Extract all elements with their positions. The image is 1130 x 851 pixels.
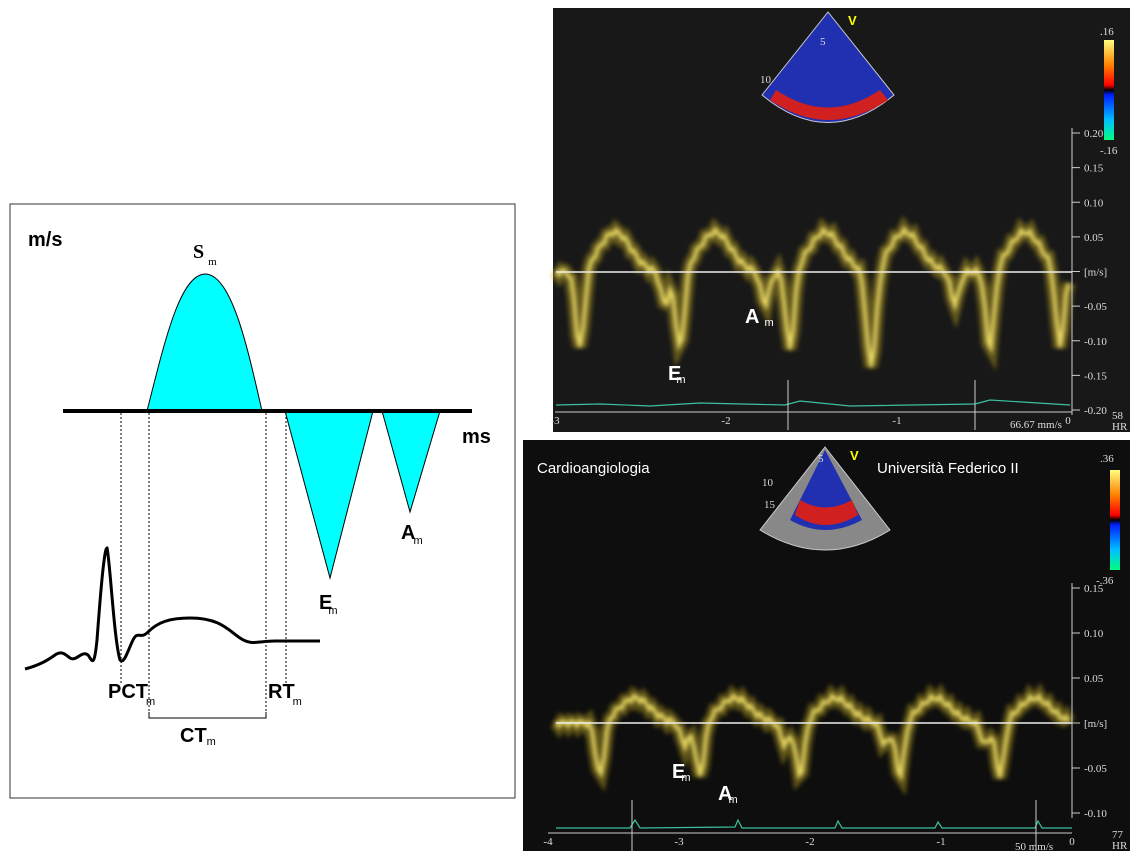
x-tick-label: -4: [543, 836, 553, 848]
sector-label: V: [848, 13, 857, 28]
depth-label: 10: [760, 74, 772, 86]
y-tick-label: 0.10: [1084, 628, 1104, 640]
pct-label: PCTm: [108, 681, 155, 708]
axis: 0.20 0.15 0.10 0.05 [m/s] -0.05 -0.10 -0.15 -0.2…: [550, 128, 1107, 427]
y-tick-label: -0.15: [1084, 370, 1107, 382]
depth-label: 5: [818, 453, 824, 465]
y-tick-label: -0.05: [1084, 763, 1107, 775]
sweep-speed: 50 mm/s: [1015, 841, 1053, 851]
y-unit: m/s: [28, 229, 62, 251]
x-tick-label: 0: [1065, 415, 1071, 427]
x-tick-label: -3: [674, 836, 684, 848]
scale-max: .16: [1100, 26, 1114, 38]
color-flow: [770, 90, 888, 120]
caption-left: Cardioangiologia: [537, 460, 650, 477]
axis: 0.15 0.10 0.05 [m/s] -0.05 -0.10 -4 -3 -2 -1 0: [543, 583, 1107, 848]
e-label: Em: [668, 363, 686, 386]
y-tick-label: 0.10: [1084, 197, 1104, 209]
ecg-trace: [555, 399, 1071, 407]
hr-label: HR: [1112, 840, 1128, 851]
color-bar: [1104, 40, 1114, 140]
x-tick-label: -1: [936, 836, 945, 848]
doppler-spectrum: [550, 682, 1076, 796]
x-tick-label: -2: [805, 836, 814, 848]
y-tick-label: -0.10: [1084, 336, 1107, 348]
ct-label: CTm: [180, 725, 216, 748]
hr-value: 77: [1112, 829, 1124, 841]
s-wave: [146, 273, 263, 412]
e-label: Em: [319, 592, 338, 617]
sector-label: V: [850, 448, 859, 463]
spectrum-core: [554, 692, 1071, 782]
scale-min: -.16: [1100, 145, 1118, 157]
spectrum-core: [554, 225, 1071, 368]
x-tick-label: 0: [1069, 836, 1075, 848]
depth-label: 15: [764, 499, 776, 511]
a-label: Am: [401, 522, 423, 547]
x-tick-label: -3: [550, 415, 560, 427]
interval-guides: [120, 413, 287, 715]
y-tick-label: [m/s]: [1084, 718, 1107, 730]
y-tick-label: [m/s]: [1084, 267, 1107, 279]
hr-value: 58: [1112, 410, 1124, 422]
x-tick-label: -2: [721, 415, 730, 427]
depth-label: 5: [820, 36, 826, 48]
y-tick-label: 0.15: [1084, 163, 1104, 175]
y-tick-label: 0.15: [1084, 583, 1104, 595]
doppler-bottom: 5 10 15 V Cardioangiologia Università Fe…: [523, 440, 1130, 851]
y-tick-label: -0.10: [1084, 808, 1107, 820]
y-tick-label: 0.05: [1084, 673, 1104, 685]
doppler-spectrum: [550, 215, 1076, 371]
a-label: Am: [718, 783, 738, 806]
y-tick-label: 0.20: [1084, 128, 1104, 140]
y-tick-label: 0.05: [1084, 232, 1104, 244]
depth-label: 10: [762, 477, 774, 489]
diagram-frame: [9, 203, 516, 799]
scale-min: -.36: [1096, 575, 1114, 587]
rt-label: RTm: [268, 681, 302, 708]
scale-max: .36: [1100, 453, 1114, 465]
ct-bracket: [148, 712, 267, 719]
caption-right: Università Federico II: [877, 460, 1019, 477]
x-tick-label: -1: [892, 415, 901, 427]
e-label: Em: [672, 761, 691, 784]
x-unit: ms: [462, 426, 491, 448]
hr-label: HR: [1112, 421, 1128, 433]
y-tick-label: -0.05: [1084, 301, 1107, 313]
color-flow: [795, 500, 858, 525]
ecg-trace: [24, 546, 320, 671]
sweep-speed: 66.67 mm/s: [1010, 419, 1062, 431]
doppler-top: 5 10 V .16 -.16 0.20 0.15 0.10 0.05 [m/s] -0.…: [550, 8, 1130, 433]
y-tick-label: -0.20: [1084, 405, 1107, 417]
color-bar: [1110, 470, 1120, 570]
